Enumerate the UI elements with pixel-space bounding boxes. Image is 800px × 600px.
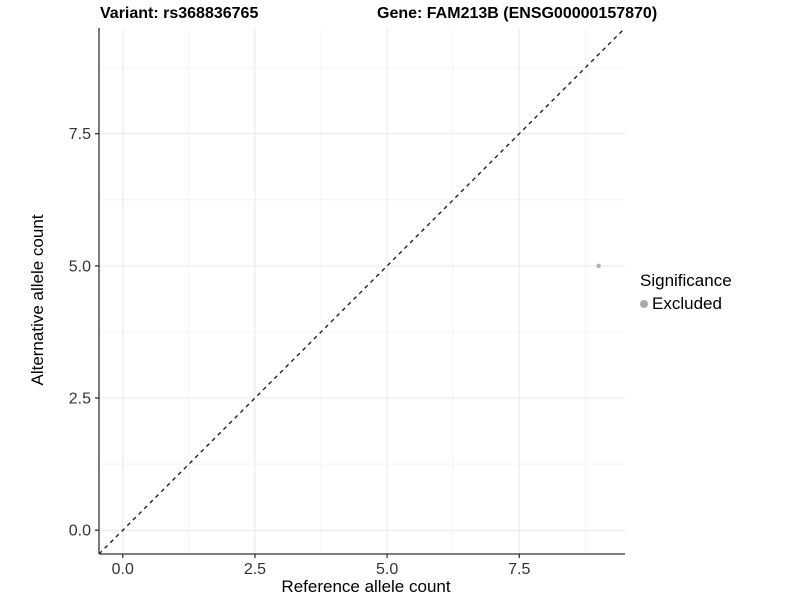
y-tick-label: 2.5 (69, 391, 91, 408)
legend-title: Significance (640, 271, 732, 290)
y-tick-label: 5.0 (69, 258, 91, 275)
y-axis-title: Alternative allele count (28, 214, 47, 386)
legend-item-label: Excluded (652, 294, 722, 313)
x-tick-label: 5.0 (376, 561, 398, 578)
plot-title-gene: Gene: FAM213B (ENSG00000157870) (377, 5, 658, 22)
x-tick-label: 7.5 (508, 561, 530, 578)
data-point (596, 263, 601, 269)
identity-line (98, 27, 626, 555)
plot-title-variant: Variant: rs368836765 (100, 5, 259, 22)
legend-point-icon (640, 300, 648, 308)
x-tick-label: 0.0 (112, 561, 134, 578)
y-tick-label: 7.5 (69, 126, 91, 143)
legend: Significance Excluded (640, 271, 732, 314)
x-tick-label: 2.5 (244, 561, 266, 578)
x-axis-title: Reference allele count (281, 577, 451, 596)
legend-item: Excluded (640, 294, 732, 314)
y-tick-label: 0.0 (69, 523, 91, 540)
